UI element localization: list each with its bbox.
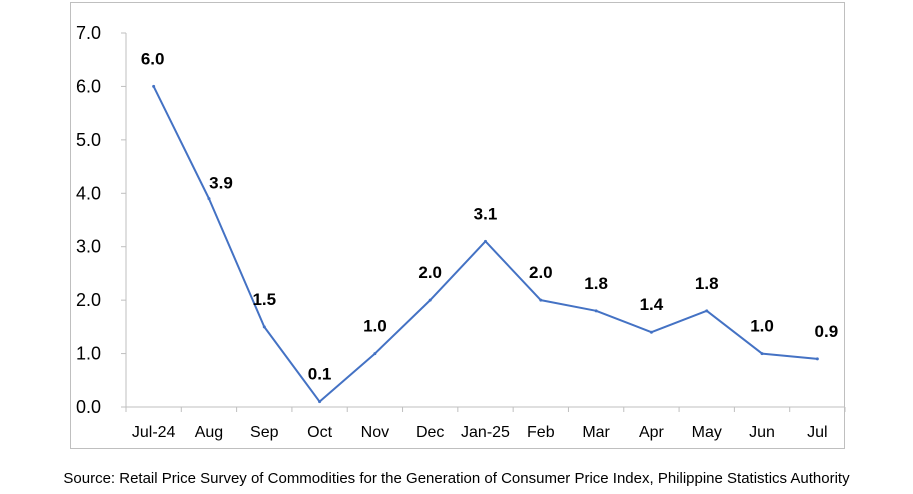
y-tick-label: 7.0 (76, 23, 101, 43)
data-label: 2.0 (418, 263, 442, 282)
y-tick-label: 5.0 (76, 130, 101, 150)
data-label: 0.9 (815, 322, 839, 341)
data-label: 1.0 (750, 317, 774, 336)
x-tick-label: Nov (361, 424, 389, 441)
data-point (373, 352, 377, 356)
source-note: Source: Retail Price Survey of Commoditi… (63, 470, 850, 487)
data-point (649, 330, 653, 334)
data-point (484, 239, 487, 243)
line-chart: 0.0 1.0 2.0 3.0 4.0 5.0 6.0 7.0 Jul-24 Aug Sep Oct N… (76, 23, 846, 441)
x-tick-label: Jun (749, 424, 775, 441)
data-label: 1.8 (695, 274, 719, 293)
x-tick-label: Dec (416, 424, 444, 441)
y-tick-label: 6.0 (76, 76, 101, 96)
x-tick-label: Oct (307, 424, 332, 441)
y-tick-label: 2.0 (76, 290, 101, 310)
x-tick-label: Jul-24 (132, 424, 176, 441)
data-label: 3.9 (209, 174, 233, 193)
x-tick-label: Jul (807, 424, 827, 441)
data-label: 2.0 (529, 263, 553, 282)
data-point (539, 298, 543, 302)
data-label: 6.0 (141, 49, 165, 68)
data-label: 1.0 (363, 317, 387, 336)
x-tick-label: May (692, 424, 722, 441)
x-tick-label: Apr (639, 424, 665, 441)
x-tick-label: Sep (250, 424, 279, 441)
data-point (207, 197, 211, 201)
data-point (760, 352, 764, 356)
y-tick-label: 4.0 (76, 183, 101, 203)
data-label: 1.8 (584, 274, 608, 293)
data-label: 1.4 (640, 295, 664, 314)
x-tick-label: Jan-25 (461, 424, 510, 441)
data-point (152, 84, 156, 88)
data-point (428, 298, 432, 302)
x-tick-label: Mar (582, 424, 610, 441)
y-tick-label: 1.0 (76, 344, 101, 364)
series-line (152, 85, 818, 403)
data-label: 0.1 (308, 365, 332, 384)
y-tick-label: 0.0 (76, 397, 101, 417)
data-label: 3.1 (474, 204, 498, 223)
data-point (594, 309, 598, 313)
data-point (705, 309, 709, 313)
chart-frame (70, 2, 845, 449)
y-tick-label: 3.0 (76, 237, 101, 257)
x-tick-label: Feb (527, 424, 555, 441)
data-label: 1.5 (252, 290, 276, 309)
data-point (815, 357, 819, 361)
x-tick-label: Aug (195, 424, 223, 441)
data-point (262, 325, 266, 329)
data-point (318, 400, 322, 404)
